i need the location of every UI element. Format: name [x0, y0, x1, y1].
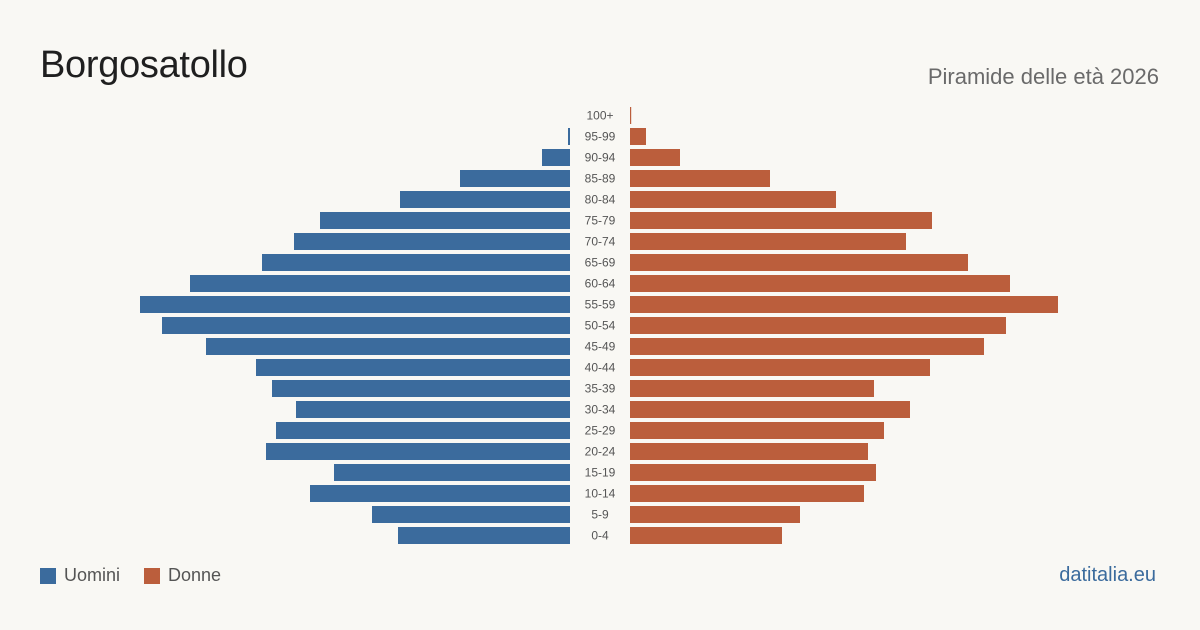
bar-men-55-59 — [140, 296, 570, 313]
age-label-30-34: 30-34 — [585, 403, 616, 417]
legend-label-women: Donne — [168, 565, 222, 585]
legend-item-men: Uomini — [40, 565, 120, 586]
age-label-5-9: 5-9 — [591, 508, 609, 522]
age-label-65-69: 65-69 — [585, 256, 616, 270]
age-label-15-19: 15-19 — [585, 466, 616, 480]
bar-women-40-44 — [630, 359, 930, 376]
bar-women-20-24 — [630, 443, 868, 460]
age-label-90-94: 90-94 — [585, 151, 616, 165]
bar-women-85-89 — [630, 170, 770, 187]
bar-men-90-94 — [542, 149, 570, 166]
bar-women-100plus — [630, 107, 632, 124]
age-label-40-44: 40-44 — [585, 361, 616, 375]
legend: Uomini Donne — [40, 565, 245, 586]
age-label-95-99: 95-99 — [585, 130, 616, 144]
bar-men-60-64 — [190, 275, 570, 292]
age-label-100plus: 100+ — [586, 109, 613, 123]
bar-men-70-74 — [294, 233, 570, 250]
bar-men-40-44 — [256, 359, 570, 376]
bar-women-90-94 — [630, 149, 680, 166]
bar-women-65-69 — [630, 254, 968, 271]
bar-men-25-29 — [276, 422, 570, 439]
bar-women-15-19 — [630, 464, 876, 481]
age-label-20-24: 20-24 — [585, 445, 616, 459]
age-label-25-29: 25-29 — [585, 424, 616, 438]
age-labels: 100+ 95-99 90-94 85-89 80-84 75-79 70-74 65-69 6… — [585, 109, 616, 543]
bar-women-35-39 — [630, 380, 874, 397]
bar-women-60-64 — [630, 275, 1010, 292]
bar-women-30-34 — [630, 401, 910, 418]
women-bars — [630, 107, 1058, 544]
bar-men-85-89 — [460, 170, 570, 187]
bar-women-55-59 — [630, 296, 1058, 313]
bar-women-10-14 — [630, 485, 864, 502]
age-label-55-59: 55-59 — [585, 298, 616, 312]
brand-link[interactable]: datitalia.eu — [1059, 564, 1156, 586]
men-bars — [140, 128, 570, 544]
age-label-35-39: 35-39 — [585, 382, 616, 396]
age-label-50-54: 50-54 — [585, 319, 616, 333]
age-label-75-79: 75-79 — [585, 214, 616, 228]
bar-men-75-79 — [320, 212, 570, 229]
age-label-45-49: 45-49 — [585, 340, 616, 354]
age-label-60-64: 60-64 — [585, 277, 616, 291]
page-title: Borgosatollo — [40, 44, 248, 86]
legend-label-men: Uomini — [64, 565, 121, 585]
bar-women-50-54 — [630, 317, 1006, 334]
legend-item-women: Donne — [144, 565, 221, 586]
age-label-0-4: 0-4 — [591, 529, 609, 543]
bar-men-20-24 — [266, 443, 570, 460]
bar-women-5-9 — [630, 506, 800, 523]
bar-men-5-9 — [372, 506, 570, 523]
bar-women-70-74 — [630, 233, 906, 250]
bar-men-15-19 — [334, 464, 570, 481]
chart-subtitle: Piramide delle età 2026 — [927, 64, 1159, 89]
bar-men-0-4 — [398, 527, 570, 544]
bar-men-50-54 — [162, 317, 570, 334]
bar-women-95-99 — [630, 128, 646, 145]
bar-women-0-4 — [630, 527, 782, 544]
age-label-85-89: 85-89 — [585, 172, 616, 186]
age-label-80-84: 80-84 — [585, 193, 616, 207]
men-swatch — [40, 567, 56, 584]
bar-men-65-69 — [262, 254, 570, 271]
bar-women-80-84 — [630, 191, 836, 208]
age-label-10-14: 10-14 — [585, 487, 616, 501]
bar-men-30-34 — [296, 401, 570, 418]
age-label-70-74: 70-74 — [585, 235, 616, 249]
bar-men-80-84 — [400, 191, 570, 208]
bar-men-10-14 — [310, 485, 570, 502]
bar-women-25-29 — [630, 422, 884, 439]
bar-men-95-99 — [568, 128, 570, 145]
bar-men-35-39 — [272, 380, 570, 397]
bar-women-75-79 — [630, 212, 932, 229]
bar-men-45-49 — [206, 338, 570, 355]
bar-women-45-49 — [630, 338, 984, 355]
women-swatch — [144, 567, 161, 584]
